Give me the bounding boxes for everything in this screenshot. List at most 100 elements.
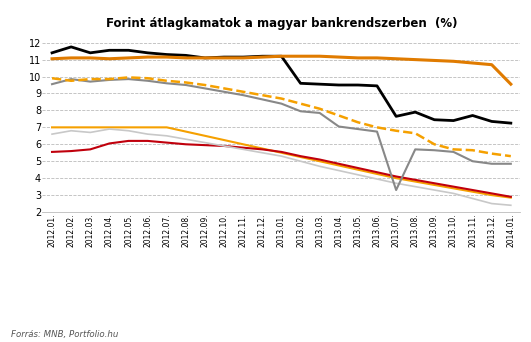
- Meglévő lakáshitel: [259, 55, 266, 59]
- Meglévő lakáshitel: [125, 56, 132, 60]
- Meglévő lakáshitel: [183, 56, 189, 60]
- Meglévő lekötött lakossági betét: [164, 141, 170, 145]
- Alapkamat hó elején: [374, 172, 380, 176]
- Új lekötött lakossági betét: [164, 134, 170, 138]
- Alapkamat hó elején: [202, 134, 208, 138]
- Meglévő vállalati hitel: [489, 152, 495, 156]
- Új vállalati hitel: [106, 78, 113, 82]
- Meglévő vállalati hitel: [316, 107, 323, 111]
- Új vállalati hitel: [49, 82, 55, 86]
- Új lakáshitel: [316, 82, 323, 86]
- Új lekötött lakossági betét: [68, 129, 74, 133]
- Meglévő lakáshitel: [240, 56, 246, 60]
- Meglévő vállalati hitel: [87, 77, 93, 81]
- Alapkamat hó elején: [49, 125, 55, 129]
- Alapkamat hó elején: [164, 125, 170, 129]
- Meglévő lakáshitel: [469, 61, 476, 65]
- Text: Forrás: MNB, Portfolio.hu: Forrás: MNB, Portfolio.hu: [11, 330, 118, 339]
- Új lekötött lakossági betét: [355, 173, 361, 177]
- Alapkamat hó elején: [125, 125, 132, 129]
- Új lekötött lakossági betét: [393, 181, 399, 185]
- Alapkamat hó elején: [144, 125, 151, 129]
- Új lakáshitel: [431, 118, 438, 122]
- Új lakáshitel: [259, 54, 266, 58]
- Line: Meglévő lakáshitel: Meglévő lakáshitel: [52, 56, 511, 84]
- Meglévő lakáshitel: [68, 56, 74, 60]
- Alapkamat hó elején: [450, 186, 457, 190]
- Meglévő lekötött lakossági betét: [469, 188, 476, 192]
- Meglévő lakáshitel: [489, 63, 495, 67]
- Meglévő lakáshitel: [144, 55, 151, 59]
- Meglévő lekötött lakossági betét: [355, 166, 361, 170]
- Meglévő lekötött lakossági betét: [508, 195, 514, 199]
- Új lakáshitel: [489, 119, 495, 123]
- Új lakáshitel: [450, 119, 457, 123]
- Meglévő lekötött lakossági betét: [393, 174, 399, 179]
- Meglévő lakáshitel: [374, 56, 380, 60]
- Alapkamat hó elején: [393, 176, 399, 180]
- Új vállalati hitel: [336, 124, 342, 129]
- Meglévő lekötött lakossági betét: [240, 146, 246, 150]
- Meglévő lekötött lakossági betét: [221, 144, 227, 148]
- Meglévő lekötött lakossági betét: [68, 149, 74, 153]
- Alapkamat hó elején: [336, 163, 342, 168]
- Meglévő lakáshitel: [221, 56, 227, 60]
- Új lekötött lakossági betét: [106, 127, 113, 131]
- Meglévő lakáshitel: [450, 59, 457, 63]
- Új vállalati hitel: [202, 86, 208, 90]
- Új lekötött lakossági betét: [450, 192, 457, 196]
- Meglévő lakáshitel: [202, 56, 208, 60]
- Meglévő lakáshitel: [431, 58, 438, 63]
- Új vállalati hitel: [297, 109, 304, 113]
- Új vállalati hitel: [355, 127, 361, 131]
- Meglévő lakáshitel: [297, 54, 304, 58]
- Új lakáshitel: [183, 53, 189, 57]
- Alapkamat hó elején: [469, 190, 476, 194]
- Új lakáshitel: [68, 45, 74, 49]
- Új lakáshitel: [125, 48, 132, 52]
- Alapkamat hó elején: [240, 142, 246, 146]
- Meglévő lakáshitel: [278, 54, 285, 58]
- Új vállalati hitel: [259, 97, 266, 102]
- Új lakáshitel: [508, 121, 514, 125]
- Meglévő lekötött lakossági betét: [297, 154, 304, 158]
- Új lakáshitel: [336, 83, 342, 87]
- Meglévő vállalati hitel: [240, 90, 246, 94]
- Meglévő vállalati hitel: [393, 129, 399, 133]
- Új lekötött lakossági betét: [469, 196, 476, 200]
- Alapkamat hó elején: [87, 125, 93, 129]
- Új vállalati hitel: [68, 77, 74, 81]
- Meglévő vállalati hitel: [412, 131, 418, 135]
- Új lekötött lakossági betét: [144, 132, 151, 136]
- Meglévő lakáshitel: [49, 57, 55, 61]
- Új vállalati hitel: [221, 90, 227, 94]
- Új lekötött lakossági betét: [297, 159, 304, 163]
- Meglévő lekötött lakossági betét: [125, 139, 132, 143]
- Meglévő vállalati hitel: [183, 80, 189, 84]
- Új vállalati hitel: [469, 159, 476, 163]
- Új lakáshitel: [144, 51, 151, 55]
- Új vállalati hitel: [240, 93, 246, 97]
- Új vállalati hitel: [316, 111, 323, 115]
- Új lakáshitel: [202, 56, 208, 60]
- Új vállalati hitel: [450, 150, 457, 154]
- Meglévő lekötött lakossági betét: [278, 150, 285, 154]
- Új lekötött lakossági betét: [259, 151, 266, 155]
- Meglévő vállalati hitel: [164, 79, 170, 83]
- Új lekötött lakossági betét: [278, 154, 285, 158]
- Új vállalati hitel: [278, 102, 285, 106]
- Line: Meglévő vállalati hitel: Meglévő vállalati hitel: [52, 77, 511, 156]
- Meglévő lakáshitel: [87, 56, 93, 60]
- Új lakáshitel: [221, 55, 227, 59]
- Meglévő vállalati hitel: [374, 125, 380, 129]
- Meglévő lakáshitel: [393, 57, 399, 61]
- Új lekötött lakossági betét: [221, 144, 227, 148]
- Meglévő vállalati hitel: [106, 77, 113, 81]
- Meglévő lekötött lakossági betét: [374, 170, 380, 174]
- Új vállalati hitel: [183, 83, 189, 87]
- Új vállalati hitel: [374, 130, 380, 134]
- Új vállalati hitel: [87, 80, 93, 84]
- Meglévő vállalati hitel: [336, 114, 342, 118]
- Line: Meglévő lekötött lakossági betét: Meglévő lekötött lakossági betét: [52, 141, 511, 197]
- Alapkamat hó elején: [68, 125, 74, 129]
